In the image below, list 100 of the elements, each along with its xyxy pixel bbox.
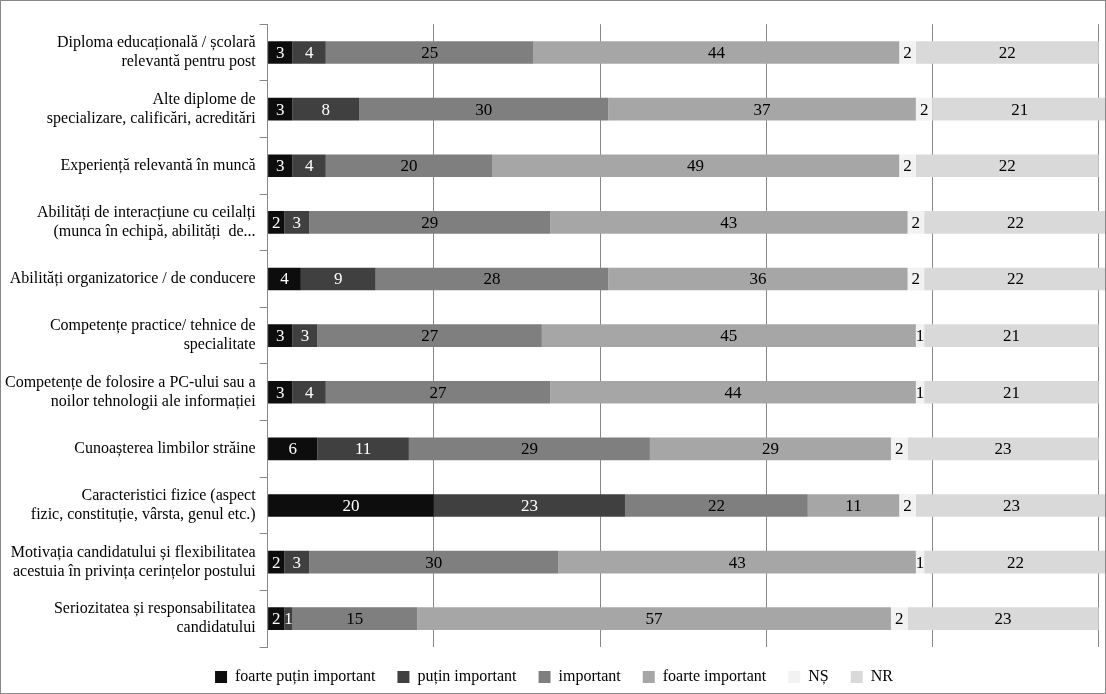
bar	[608, 97, 916, 121]
data-label: 3	[276, 42, 285, 62]
bar	[899, 154, 916, 178]
data-label: 2	[894, 439, 904, 459]
bar	[550, 211, 908, 234]
data-label: 49	[687, 156, 705, 176]
data-label: 4	[304, 42, 314, 62]
data-label: 36	[749, 269, 767, 289]
bar	[533, 41, 900, 64]
data-label: 21	[1011, 99, 1029, 119]
bar	[300, 267, 376, 291]
bar	[292, 380, 326, 404]
legend-label: NR	[870, 667, 894, 685]
y-tick-label: Abilități organizatorice / de conducere	[9, 269, 256, 288]
data-label: 6	[288, 439, 298, 459]
legend-label: foarte important	[662, 667, 767, 686]
legend-label: important	[558, 667, 622, 686]
data-label: 3	[292, 212, 301, 232]
data-label: 11	[845, 495, 862, 515]
y-tick-label: Abilități de interacțiune cu ceilalți (munca în echipă, abilități de...	[37, 202, 257, 241]
bar	[924, 380, 1099, 404]
bar	[268, 494, 434, 517]
data-label: 57	[645, 609, 664, 629]
y-tick-label: Motivația candidatului și flexibilitatea acestuia în privința cerințelor postului	[10, 542, 257, 580]
bar	[268, 41, 293, 64]
bar	[268, 437, 318, 461]
data-label: 22	[1007, 269, 1025, 289]
bar	[268, 97, 293, 121]
bar	[890, 607, 908, 631]
bar	[268, 380, 293, 404]
bar	[899, 494, 916, 517]
data-label: 2	[271, 552, 281, 572]
data-label: 43	[720, 212, 738, 232]
legend-label: foarte puțin important	[235, 667, 376, 686]
bar	[268, 154, 293, 178]
bar	[492, 154, 900, 178]
data-label: 2	[903, 495, 912, 515]
data-label: 44	[707, 42, 726, 62]
data-label: 30	[475, 99, 493, 119]
bar	[541, 324, 916, 347]
data-label: 2	[271, 609, 281, 629]
bar	[292, 97, 360, 121]
data-label: 23	[994, 609, 1012, 629]
bar	[899, 41, 916, 64]
bar	[915, 154, 1099, 178]
data-label: 1	[915, 552, 925, 572]
data-label: 2	[903, 156, 912, 176]
data-label: 27	[421, 326, 439, 346]
data-label: 2	[911, 269, 921, 289]
y-tick-label: Diploma educațională / școlară relevantă pentru post	[57, 33, 257, 71]
y-tick-label: Seriozitatea și responsabilitatea candidatului	[53, 599, 257, 636]
data-label: 2	[271, 212, 281, 232]
data-label: 22	[998, 42, 1016, 62]
y-tick-label: Cunoașterea limbilor străine	[74, 439, 256, 458]
data-label: 3	[276, 99, 285, 119]
bar	[915, 41, 1099, 64]
y-tick-label: Competențe practice/ tehnice de specialitate	[49, 316, 256, 354]
data-label: 43	[728, 552, 746, 572]
bar	[284, 211, 310, 234]
bar	[292, 41, 326, 64]
data-label: 45	[720, 326, 738, 346]
data-label: 4	[304, 156, 314, 176]
data-label: 44	[724, 382, 743, 402]
data-label: 3	[300, 326, 310, 346]
data-label: 9	[334, 269, 343, 289]
data-label: 22	[1007, 552, 1025, 572]
data-label: 21	[1002, 382, 1020, 402]
bar	[268, 267, 301, 291]
data-label: 23	[520, 495, 538, 515]
bar	[608, 267, 908, 291]
y-tick-label: Competențe de folosire a PC-ului sau a noilor tehnologii ale informației	[5, 372, 257, 411]
data-label: 3	[292, 552, 301, 572]
data-label: 25	[421, 42, 439, 62]
bar	[292, 607, 418, 631]
data-label: 22	[998, 156, 1016, 176]
data-label: 4	[304, 382, 314, 402]
data-label: 21	[1002, 326, 1020, 346]
bar	[433, 494, 625, 517]
legend-label: puțin important	[417, 667, 518, 686]
bar	[417, 607, 891, 631]
bar	[907, 607, 1099, 631]
data-label: 29	[520, 439, 538, 459]
data-label: 2	[919, 99, 929, 119]
bar	[807, 494, 900, 517]
data-label: 1	[915, 382, 925, 402]
data-label: 3	[276, 156, 285, 176]
bar	[907, 437, 1099, 461]
bar	[558, 550, 916, 574]
bar	[649, 437, 891, 461]
y-tick-label: Caracteristici fizice (aspect fizic, constituție, vârsta, genul etc.)	[30, 486, 257, 524]
data-label: 2	[894, 609, 904, 629]
data-label: 22	[707, 495, 725, 515]
data-label: 20	[342, 495, 360, 515]
bar	[317, 437, 409, 461]
bar	[268, 324, 293, 347]
data-label: 8	[321, 99, 331, 119]
y-tick-label: Alte diplome de specializare, calificări, acreditări	[46, 89, 257, 127]
data-label: 27	[429, 382, 447, 402]
data-label: 3	[276, 326, 285, 346]
data-label: 1	[915, 326, 925, 346]
